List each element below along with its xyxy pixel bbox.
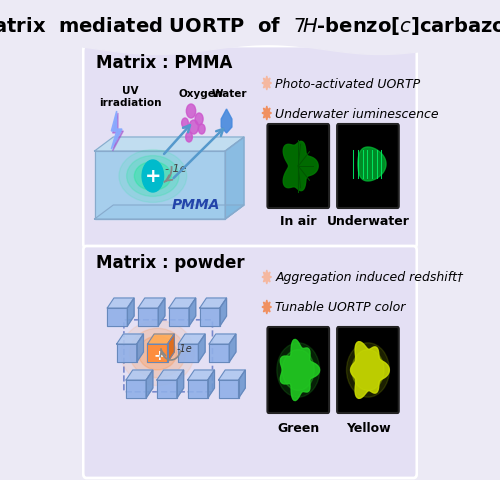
Polygon shape	[138, 299, 165, 308]
Ellipse shape	[277, 343, 320, 397]
Polygon shape	[116, 344, 136, 362]
Polygon shape	[177, 370, 184, 398]
Polygon shape	[138, 308, 158, 326]
Polygon shape	[157, 380, 177, 398]
Circle shape	[189, 121, 198, 135]
Text: Oxygen: Oxygen	[178, 89, 222, 99]
Polygon shape	[262, 270, 272, 285]
FancyBboxPatch shape	[268, 125, 329, 209]
Ellipse shape	[282, 350, 314, 391]
Polygon shape	[229, 334, 236, 362]
Polygon shape	[225, 138, 244, 219]
Polygon shape	[128, 299, 134, 326]
Polygon shape	[108, 299, 134, 308]
Text: Matrix : PMMA: Matrix : PMMA	[96, 54, 232, 72]
Polygon shape	[148, 334, 174, 344]
Text: PMMA: PMMA	[172, 198, 220, 212]
Polygon shape	[283, 142, 318, 191]
Polygon shape	[189, 299, 196, 326]
Polygon shape	[200, 308, 220, 326]
Text: Matrix : powder: Matrix : powder	[96, 253, 244, 271]
Polygon shape	[200, 299, 226, 308]
Polygon shape	[157, 370, 184, 380]
Ellipse shape	[138, 336, 176, 370]
Text: In air: In air	[280, 215, 316, 228]
Polygon shape	[94, 138, 244, 152]
Polygon shape	[262, 300, 272, 314]
Polygon shape	[218, 380, 238, 398]
Polygon shape	[209, 334, 236, 344]
Circle shape	[186, 105, 196, 119]
Polygon shape	[238, 370, 246, 398]
Text: +: +	[144, 167, 161, 186]
Text: +: +	[153, 348, 164, 362]
Polygon shape	[148, 344, 168, 362]
Text: Tunable UORTP color: Tunable UORTP color	[276, 301, 406, 314]
Polygon shape	[262, 107, 272, 121]
Ellipse shape	[346, 343, 390, 397]
Text: Aggregation induced redshift†: Aggregation induced redshift†	[276, 271, 464, 284]
Text: Water: Water	[212, 89, 248, 99]
Polygon shape	[112, 114, 124, 152]
Circle shape	[195, 114, 203, 126]
Polygon shape	[94, 205, 244, 219]
Polygon shape	[188, 380, 208, 398]
Polygon shape	[158, 299, 165, 326]
Polygon shape	[136, 334, 143, 362]
Polygon shape	[168, 334, 174, 362]
Text: Underwater iuminescence: Underwater iuminescence	[276, 107, 439, 120]
FancyBboxPatch shape	[337, 125, 399, 209]
Polygon shape	[280, 340, 320, 401]
Polygon shape	[221, 110, 232, 134]
Polygon shape	[218, 370, 246, 380]
Ellipse shape	[126, 156, 179, 197]
Polygon shape	[146, 370, 153, 398]
Polygon shape	[108, 308, 128, 326]
Polygon shape	[358, 148, 386, 181]
Polygon shape	[209, 344, 229, 362]
Polygon shape	[208, 370, 214, 398]
Polygon shape	[198, 334, 205, 362]
Polygon shape	[220, 299, 226, 326]
Polygon shape	[178, 334, 205, 344]
Ellipse shape	[134, 162, 172, 191]
Polygon shape	[188, 370, 214, 380]
Circle shape	[142, 161, 164, 192]
Polygon shape	[126, 370, 153, 380]
Ellipse shape	[119, 150, 186, 203]
FancyBboxPatch shape	[268, 327, 329, 413]
Polygon shape	[112, 112, 122, 150]
FancyBboxPatch shape	[83, 247, 417, 478]
Text: Green: Green	[277, 421, 320, 434]
Text: Yellow: Yellow	[346, 421, 391, 434]
Text: Underwater: Underwater	[326, 215, 409, 228]
FancyBboxPatch shape	[83, 47, 417, 249]
Polygon shape	[169, 299, 196, 308]
Ellipse shape	[130, 329, 186, 378]
Polygon shape	[116, 334, 143, 344]
Text: -1e: -1e	[177, 343, 192, 353]
Text: Matrix  mediated UORTP  of  $\mathit{7H}$-benzo[$\mathit{c}$]carbazole: Matrix mediated UORTP of $\mathit{7H}$-b…	[0, 15, 500, 37]
Text: UV
irradiation: UV irradiation	[100, 86, 162, 108]
Circle shape	[186, 133, 192, 143]
Polygon shape	[126, 380, 146, 398]
Polygon shape	[169, 308, 189, 326]
Polygon shape	[94, 152, 225, 219]
Ellipse shape	[120, 321, 194, 386]
Polygon shape	[350, 342, 390, 398]
Polygon shape	[262, 77, 272, 91]
Circle shape	[198, 125, 205, 135]
Circle shape	[182, 119, 188, 129]
Text: - 1e: - 1e	[165, 164, 186, 174]
Polygon shape	[178, 344, 199, 362]
Ellipse shape	[352, 350, 384, 391]
FancyBboxPatch shape	[337, 327, 399, 413]
Text: Photo-activated UORTP: Photo-activated UORTP	[276, 77, 420, 90]
